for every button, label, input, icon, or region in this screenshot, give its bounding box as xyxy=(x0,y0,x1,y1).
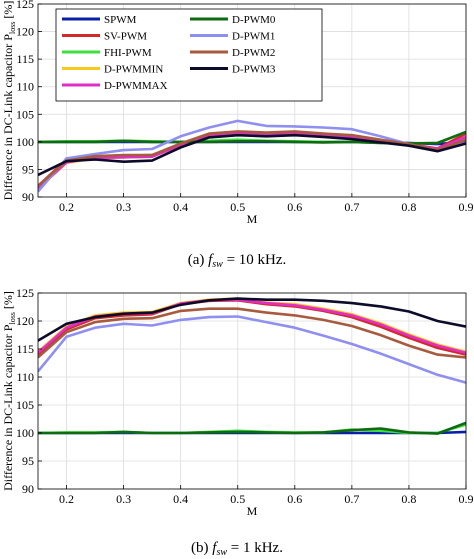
x-axis-label: M xyxy=(247,504,258,518)
x-tick-label: 0.2 xyxy=(59,492,74,506)
legend-item: D-PWMMIN xyxy=(62,64,163,76)
x-tick-label: 0.8 xyxy=(401,492,416,506)
y-axis-label: Difference in DC-Link capacitor Ploss [%… xyxy=(1,1,17,201)
series-group xyxy=(38,297,466,435)
series-line-d-pwm1 xyxy=(38,119,466,193)
y-axis-label: Difference in DC-Link capacitor Ploss [%… xyxy=(1,291,17,491)
y-tick-label: 90 xyxy=(22,190,34,204)
y-tick-label: 120 xyxy=(16,314,34,328)
y-tick-label: 120 xyxy=(16,25,34,39)
series-line-d-pwm0 xyxy=(38,421,466,435)
x-tick-label: 0.4 xyxy=(173,492,188,506)
legend-label: D-PWMMAX xyxy=(104,80,168,92)
x-tick-label: 0.2 xyxy=(59,200,74,214)
chart-panel-2: 0.2 0.3 0.4 0.5 0.6 0.7 0.8 0.9 90 95 100 105 110 115… xyxy=(1,286,474,558)
y-tick-label: 110 xyxy=(16,80,34,94)
y-tick-label: 125 xyxy=(16,286,34,300)
chart-panel-1: 0.2 0.3 0.4 0.5 0.6 0.7 0.8 0.9 90 95 100 105 110 115… xyxy=(1,0,474,270)
y-tick-label: 95 xyxy=(22,454,34,468)
legend-item: D-PWM0 xyxy=(190,14,276,26)
x-tick-label: 0.4 xyxy=(173,200,188,214)
x-tick-label: 0.6 xyxy=(287,200,302,214)
x-tick-label: 0.3 xyxy=(116,200,131,214)
y-tick-label: 100 xyxy=(16,135,34,149)
legend-label: SPWM xyxy=(104,14,137,26)
series-line-d-pwm3 xyxy=(38,133,466,177)
legend-box xyxy=(55,8,323,102)
x-tick-label: 0.3 xyxy=(116,492,131,506)
axes-frame xyxy=(37,3,467,198)
figure-caption: (a) fsw = 10 kHz. xyxy=(188,252,287,270)
legend-item: D-PWMMAX xyxy=(62,80,168,92)
axes-frame xyxy=(37,292,467,490)
series-line-d-pwm3 xyxy=(38,297,466,342)
x-tick-label: 0.7 xyxy=(344,200,359,214)
x-tick-label: 0.5 xyxy=(230,492,245,506)
legend-item: SPWM xyxy=(62,14,137,26)
y-tick-label: 105 xyxy=(16,107,34,121)
y-tick-label: 110 xyxy=(16,370,34,384)
x-tick-label: 0.7 xyxy=(344,492,359,506)
legend-label: D-PWM0 xyxy=(232,14,276,26)
series-line-d-pwm2 xyxy=(38,307,466,359)
legend-label: D-PWM2 xyxy=(232,47,275,59)
series-line-d-pwm1 xyxy=(38,315,466,384)
series-group xyxy=(38,119,466,193)
y-tick-label: 115 xyxy=(16,342,34,356)
legend-item: D-PWM1 xyxy=(190,31,275,43)
legend-item: D-PWM2 xyxy=(190,47,275,59)
legend-label: D-PWM1 xyxy=(232,31,275,43)
x-tick-label: 0.5 xyxy=(230,200,245,214)
legend: SPWM SV-PWM FHI-PWM D-PWMMIN D-PWMMAX D-PWM0 D… xyxy=(55,8,323,102)
x-tick-label: 0.9 xyxy=(459,200,474,214)
x-tick-label: 0.9 xyxy=(459,492,474,506)
legend-label: D-PWMMIN xyxy=(104,64,163,76)
y-tick-label: 125 xyxy=(16,0,34,11)
x-tick-label: 0.8 xyxy=(401,200,416,214)
legend-item: FHI-PWM xyxy=(62,47,152,59)
y-tick-label: 90 xyxy=(22,482,34,496)
y-tick-label: 115 xyxy=(16,52,34,66)
legend-label: D-PWM3 xyxy=(232,64,276,76)
y-tick-label: 105 xyxy=(16,398,34,412)
legend-label: SV-PWM xyxy=(104,31,147,43)
legend-item: D-PWM3 xyxy=(190,64,276,76)
legend-item: SV-PWM xyxy=(62,31,147,43)
legend-label: FHI-PWM xyxy=(104,47,152,59)
y-tick-label: 95 xyxy=(22,162,34,176)
series-line-d-pwm2 xyxy=(38,130,466,187)
y-tick-label: 100 xyxy=(16,426,34,440)
x-axis-label: M xyxy=(247,212,258,226)
figure-caption: (b) fsw = 1 kHz. xyxy=(191,540,283,558)
x-tick-label: 0.6 xyxy=(287,492,302,506)
